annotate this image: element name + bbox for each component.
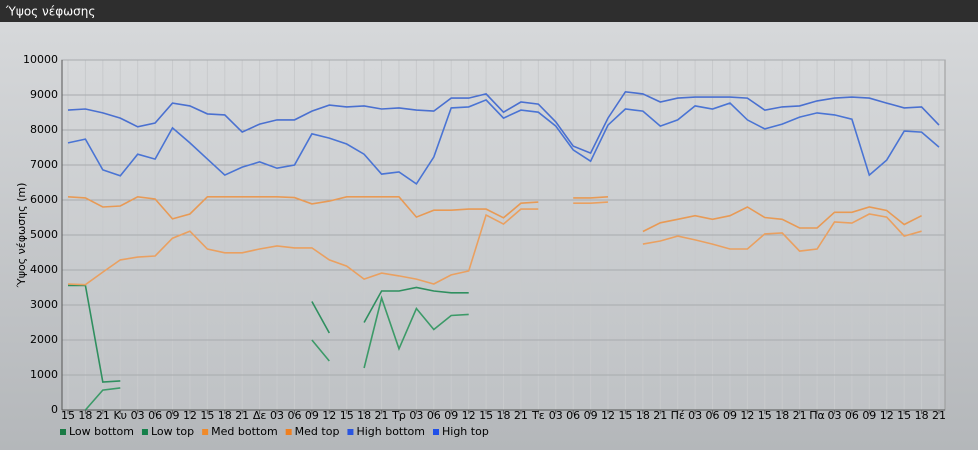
x-tick-label: 03: [409, 409, 423, 422]
x-tick-label: 21: [793, 409, 807, 422]
legend-swatch: [141, 429, 148, 435]
x-tick-label: 12: [880, 409, 894, 422]
x-tick-label: 15: [200, 409, 214, 422]
x-tick-label: 06: [566, 409, 580, 422]
x-tick-label: 09: [444, 409, 458, 422]
x-tick-label: 21: [932, 409, 946, 422]
x-tick-label: 15: [340, 409, 354, 422]
x-tick-label: 12: [322, 409, 336, 422]
x-tick-label: Τε: [531, 409, 545, 422]
x-tick-label: 15: [758, 409, 772, 422]
y-tick-label: 7000: [30, 158, 58, 171]
x-tick-label: 18: [775, 409, 789, 422]
x-tick-label: Πα: [809, 409, 825, 422]
legend-swatch: [285, 429, 292, 435]
series-line: [67, 98, 940, 186]
x-tick-label: 18: [78, 409, 92, 422]
y-tick-label: 1000: [30, 368, 58, 381]
legend-label: Low top: [151, 425, 194, 438]
legend-swatch: [202, 429, 209, 435]
x-tick-label: 03: [688, 409, 702, 422]
series-line: [68, 284, 469, 383]
x-tick-label: 15: [618, 409, 632, 422]
x-tick-label: 06: [287, 409, 301, 422]
x-tick-label: 03: [131, 409, 145, 422]
x-tick-label: 09: [305, 409, 319, 422]
series-line: [67, 201, 922, 286]
legend-swatch: [60, 429, 66, 435]
x-tick-label: 15: [897, 409, 911, 422]
x-tick-label: 18: [636, 409, 650, 422]
x-tick-label: 21: [96, 409, 110, 422]
x-tick-label: 06: [845, 409, 859, 422]
y-tick-label: 3000: [30, 298, 58, 311]
x-tick-label: 12: [462, 409, 476, 422]
y-axis-title: Ύψος νέφωσης (m): [15, 183, 28, 289]
x-tick-label: 12: [183, 409, 197, 422]
series-line: [67, 90, 940, 155]
legend-label: High top: [442, 425, 489, 438]
y-tick-label: 0: [51, 403, 58, 416]
x-tick-label: 09: [166, 409, 180, 422]
x-tick-label: 03: [827, 409, 841, 422]
x-tick-label: Δε: [253, 409, 267, 422]
y-tick-label: 2000: [30, 333, 58, 346]
title-bar: [0, 0, 978, 22]
x-tick-label: 18: [915, 409, 929, 422]
x-tick-label: 03: [270, 409, 284, 422]
x-tick-label: Τρ: [391, 409, 406, 422]
x-tick-label: 06: [427, 409, 441, 422]
x-tick-label: 12: [740, 409, 754, 422]
y-tick-label: 4000: [30, 263, 58, 276]
x-tick-label: 12: [601, 409, 615, 422]
x-tick-label: 03: [549, 409, 563, 422]
legend-label: Med top: [295, 425, 340, 438]
x-tick-label: 06: [706, 409, 720, 422]
y-tick-label: 8000: [30, 123, 58, 136]
series-line: [67, 195, 922, 233]
legend-label: Low bottom: [69, 425, 134, 438]
x-tick-label: Κυ: [113, 409, 127, 422]
x-tick-label: 18: [497, 409, 511, 422]
legend-swatch: [433, 429, 439, 435]
legend-label: High bottom: [356, 425, 425, 438]
chart-title: Ύψος νέφωσης: [5, 5, 95, 19]
x-tick-label: 21: [653, 409, 667, 422]
x-tick-label: 09: [723, 409, 737, 422]
y-tick-label: 6000: [30, 193, 58, 206]
x-tick-label: 21: [375, 409, 389, 422]
x-tick-label: 18: [218, 409, 232, 422]
x-tick-label: 09: [584, 409, 598, 422]
x-tick-label: 21: [514, 409, 528, 422]
legend-swatch: [347, 429, 354, 435]
series-line: [84, 295, 469, 411]
y-tick-label: 5000: [30, 228, 58, 241]
x-tick-label: Πέ: [671, 409, 685, 422]
x-tick-label: 15: [61, 409, 75, 422]
x-tick-label: 06: [148, 409, 162, 422]
x-tick-label: 21: [235, 409, 249, 422]
y-tick-label: 10000: [23, 53, 58, 66]
x-tick-label: 09: [862, 409, 876, 422]
x-tick-label: 15: [479, 409, 493, 422]
legend-label: Med bottom: [211, 425, 278, 438]
y-tick-label: 9000: [30, 88, 58, 101]
x-tick-label: 18: [357, 409, 371, 422]
